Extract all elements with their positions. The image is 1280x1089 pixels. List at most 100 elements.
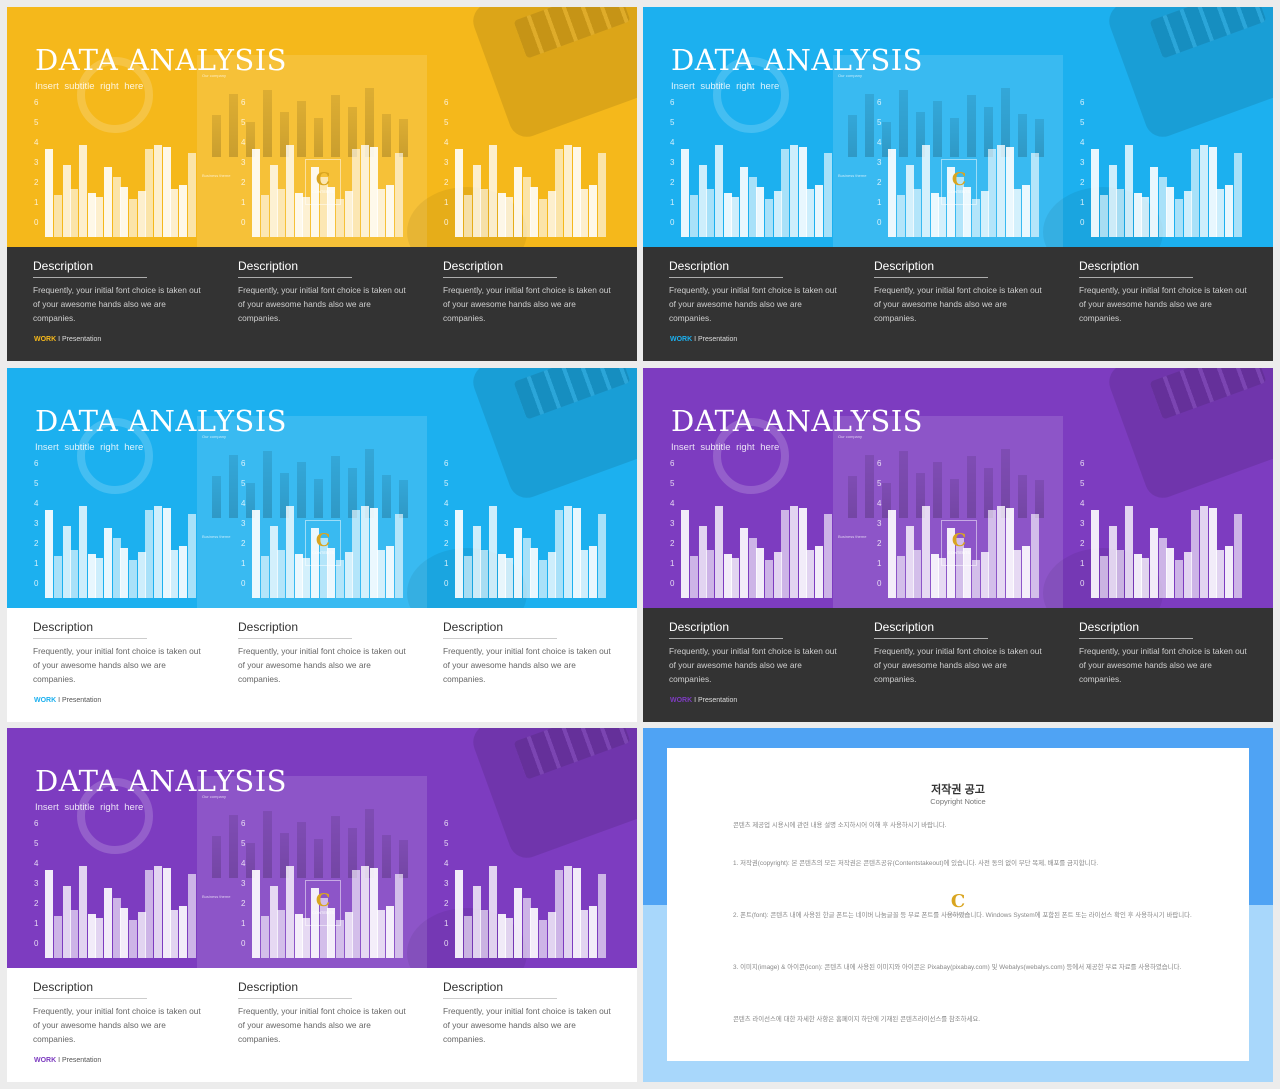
y-tick-label: 0 [34,579,39,588]
chart-bar [922,145,930,237]
description-heading: Description [669,620,783,639]
y-tick-label: 2 [34,899,39,908]
inner-chart-bar [967,456,976,518]
chart-bar [963,187,971,237]
chart-bar [1159,177,1167,237]
inner-chart-bar [382,113,391,157]
y-tick-label: 6 [444,98,449,107]
chart-bar [523,177,531,237]
chart-bar [781,149,789,237]
footer-work: WORK [34,1057,57,1064]
description-heading: Description [33,620,147,639]
chart-bar [1116,550,1124,598]
chart-bar [154,866,162,958]
y-tick-label: 4 [34,499,39,508]
chart-bar [295,914,303,958]
inner-chart-bar [212,115,221,157]
chart-bar [277,550,285,598]
chart-bar [749,538,757,598]
inner-chart-bar [399,480,408,518]
description-text: Frequently, your initial font choice is … [443,1006,611,1044]
chart-bar [63,165,71,237]
chart-bar [1006,147,1014,237]
chart-bar [530,908,538,958]
description-heading: Description [874,620,988,639]
y-axis: 6 5 4 3 2 1 0 [877,459,887,598]
y-tick-label: 6 [444,819,449,828]
chart-bar [530,187,538,237]
inner-chart-bar [314,117,323,157]
chart-bar [88,914,96,958]
description-text: Frequently, your initial font choice is … [33,646,201,684]
chart-bar [129,560,137,598]
description-block: Description Frequently, your initial font… [443,980,619,1046]
slide-title: DATA ANALYSIS [671,43,924,77]
y-axis: 6 5 4 3 2 1 0 [444,819,454,958]
chart-bar [54,556,62,598]
y-tick-label: 4 [241,499,246,508]
y-tick-label: 2 [1080,539,1085,548]
y-tick-label: 5 [34,479,39,488]
y-tick-label: 5 [444,839,449,848]
chart-bar [690,195,698,237]
description-text: Frequently, your initial font choice is … [1079,646,1247,684]
chart-bar [573,868,581,958]
chart-bar [690,556,698,598]
chart-bar [530,548,538,598]
hero-panel: Our company Business theme DATA ANALYSIS In… [7,728,637,968]
inner-chart-bar [280,473,289,518]
chart-bar [104,888,112,958]
copyright-title: 저작권 공고 [931,784,985,796]
chart-bar [580,550,588,598]
y-tick-label: 0 [241,939,246,948]
y-tick-label: 0 [444,218,449,227]
chart-bar [311,528,319,598]
chart-bar [1134,554,1142,598]
chart-bar [972,199,980,237]
chart-bar [1209,147,1217,237]
y-tick-label: 6 [670,459,675,468]
chart-bar [261,195,269,237]
y-tick-label: 5 [34,118,39,127]
y-tick-label: 1 [1080,559,1085,568]
chart-bar [370,147,378,237]
y-tick-label: 6 [670,98,675,107]
chart-bar [589,906,597,958]
chart-bar [455,510,463,598]
inner-chart-bar [916,473,925,518]
chart-bar [1200,506,1208,598]
y-tick-label: 2 [877,539,882,548]
chart-bar [163,508,171,598]
chart-bar [997,506,1005,598]
chart-bar [473,886,481,958]
y-tick-label: 3 [241,879,246,888]
chart-bar [1159,538,1167,598]
chart-bar [573,147,581,237]
chart-bar [1166,548,1174,598]
description-block: Description Frequently, your initial font… [1079,620,1255,686]
chart-bar [1031,153,1039,237]
inner-chart-bar [331,456,340,518]
chart-bar [790,145,798,237]
chart-bar [1116,189,1124,237]
chart-bar [1225,546,1233,598]
chart-bar [480,189,488,237]
chart-bar [963,548,971,598]
chart-bar [129,920,137,958]
y-tick-label: 3 [877,519,882,528]
chart-bar [1022,185,1030,237]
chart-bar [129,199,137,237]
chart-bar [311,167,319,237]
chart-bar [498,554,506,598]
chart-bar [370,508,378,598]
chart-bar [286,506,294,598]
inner-chart-bar [899,450,908,518]
chart-bar [548,912,556,958]
chart-bar [63,886,71,958]
chart-bar [252,510,260,598]
chart-bar [824,514,832,598]
chart-bar [740,167,748,237]
chart-bar [1175,560,1183,598]
chart-bar [270,886,278,958]
y-tick-label: 2 [444,178,449,187]
